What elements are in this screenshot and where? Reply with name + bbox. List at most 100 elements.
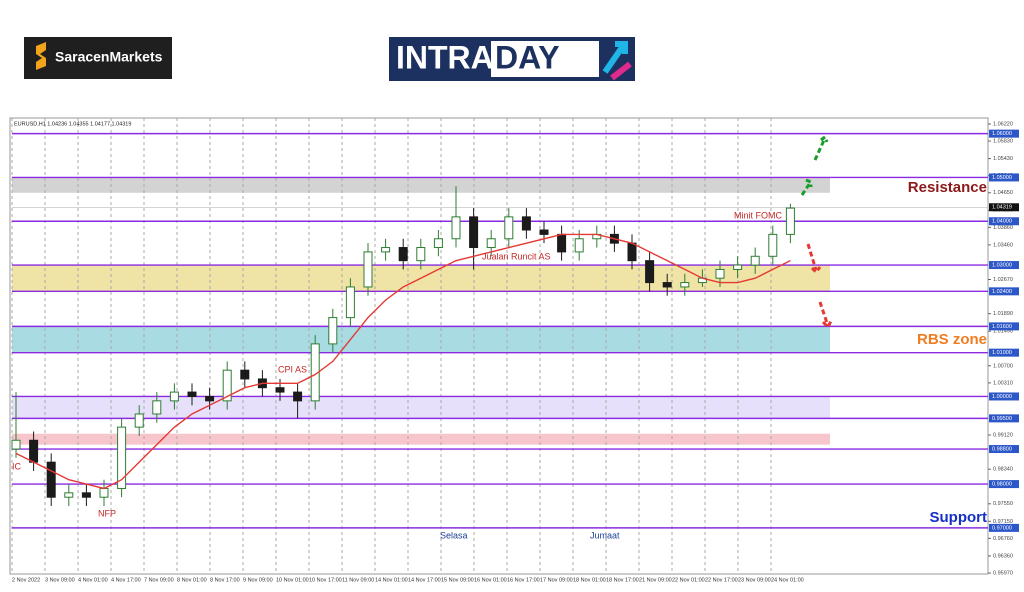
- y-tick-label: 1.01490: [993, 329, 1013, 335]
- level-label: 0.97000: [992, 525, 1012, 531]
- y-tick-label: 1.00700: [993, 363, 1013, 369]
- level-tag: [989, 348, 1019, 357]
- level-label: 0.98800: [992, 446, 1012, 452]
- level-label: 1.05000: [992, 175, 1012, 181]
- x-tick-label: 4 Nov 01:00: [78, 577, 108, 583]
- intraday-arrow: [610, 61, 632, 81]
- candle-body: [557, 233, 567, 253]
- zone: [12, 326, 830, 353]
- candle-body: [187, 391, 197, 397]
- zone-label: RBS zone: [917, 331, 987, 348]
- candle-body: [81, 492, 91, 498]
- brand-logo: [24, 37, 172, 79]
- candle-body: [750, 255, 760, 266]
- x-tick-label: 18 Nov 17:00: [606, 577, 639, 583]
- arrow-up: [813, 134, 829, 161]
- x-tick-label: 17 Nov 09:00: [540, 577, 573, 583]
- candle-body: [433, 238, 443, 249]
- chart-frame: [9, 117, 989, 575]
- candle-body: [662, 282, 672, 288]
- x-tick-label: 11 Nov 09:00: [342, 577, 374, 583]
- chart-title: EURUSD,H1 1.04236 1.04355 1.04177 1.0431…: [14, 121, 131, 127]
- candle-body: [222, 369, 232, 402]
- candle-body: [451, 216, 461, 240]
- level-tag: [989, 287, 1019, 296]
- level-tag: [989, 217, 1019, 226]
- candle-body: [11, 439, 21, 450]
- level-tag: [989, 392, 1019, 401]
- y-tick-label: 1.03860: [993, 225, 1013, 231]
- y-tick-label: 1.04650: [993, 190, 1013, 196]
- y-tick-label: 0.95970: [993, 570, 1013, 576]
- x-tick-label: 2 Nov 2022: [12, 577, 40, 583]
- arrow-up: [800, 178, 813, 196]
- candle-body: [680, 282, 690, 288]
- candle-body: [205, 395, 215, 402]
- x-tick-label: 14 Nov 01:00: [375, 577, 408, 583]
- x-tick-label: 3 Nov 09:00: [45, 577, 75, 583]
- x-tick-label: 18 Nov 01:00: [573, 577, 606, 583]
- intraday-text: INTRA: [396, 39, 494, 75]
- y-tick-label: 1.06220: [993, 121, 1013, 127]
- level-label: 1.06000: [992, 131, 1012, 137]
- annotation: Jualan Runcit AS: [482, 251, 551, 261]
- y-tick-label: 1.01890: [993, 311, 1013, 317]
- x-tick-label: 8 Nov 01:00: [177, 577, 207, 583]
- level-label: 1.04000: [992, 219, 1012, 225]
- annotation: IC: [12, 461, 22, 471]
- candle-body: [46, 461, 56, 498]
- last-price-tag: [989, 203, 1019, 212]
- x-tick-label: 10 Nov 17:00: [309, 577, 342, 583]
- candle-body: [99, 487, 109, 498]
- annotation: Minit FOMC: [734, 210, 782, 220]
- x-tick-label: 14 Nov 17:00: [408, 577, 441, 583]
- candle-body: [733, 264, 743, 270]
- candle-body: [381, 247, 391, 253]
- level-tag: [989, 261, 1019, 270]
- candle-body: [627, 242, 637, 262]
- ma-line: [15, 233, 791, 490]
- level-tag: [989, 523, 1019, 532]
- candle-body: [152, 400, 162, 415]
- zone: [12, 177, 830, 193]
- level-label: 1.01000: [992, 350, 1012, 356]
- x-tick-label: 24 Nov 01:00: [771, 577, 804, 583]
- candle-body: [768, 233, 778, 257]
- zone: [12, 433, 830, 445]
- x-tick-label: 7 Nov 09:00: [144, 577, 174, 583]
- x-tick-label: 23 Nov 09:00: [738, 577, 771, 583]
- annotation: Selasa: [440, 530, 468, 540]
- level-tag: [989, 129, 1019, 138]
- candle-body: [240, 369, 250, 380]
- y-tick-label: 1.05830: [993, 139, 1013, 145]
- brand-icon: [36, 42, 46, 70]
- level-label: 1.02400: [992, 289, 1012, 295]
- candle-body: [275, 387, 285, 393]
- candle-body: [328, 317, 338, 345]
- candle-body: [574, 238, 584, 253]
- candle-body: [293, 391, 303, 402]
- x-tick-label: 21 Nov 09:00: [639, 577, 672, 583]
- arrow-down: [806, 243, 822, 275]
- candle-body: [504, 216, 514, 240]
- candle-body: [169, 391, 179, 402]
- y-tick-label: 0.96360: [993, 553, 1013, 559]
- candle-body: [29, 439, 39, 463]
- annotation: Jumaat: [590, 530, 620, 540]
- level-label: 1.03000: [992, 263, 1012, 269]
- y-tick-label: 0.97150: [993, 519, 1013, 525]
- candle-body: [363, 251, 373, 288]
- x-tick-label: 22 Nov 01:00: [672, 577, 705, 583]
- intraday-box: [491, 41, 599, 77]
- candle-body: [398, 247, 408, 262]
- candle-body: [539, 229, 549, 235]
- zone-label: Resistance: [908, 179, 987, 196]
- annotation: NFP: [98, 508, 116, 518]
- zone-label: Support: [930, 509, 988, 526]
- x-tick-label: 8 Nov 17:00: [210, 577, 240, 583]
- x-tick-label: 16 Nov 01:00: [474, 577, 507, 583]
- x-tick-label: 22 Nov 17:00: [705, 577, 738, 583]
- candle-body: [117, 426, 127, 489]
